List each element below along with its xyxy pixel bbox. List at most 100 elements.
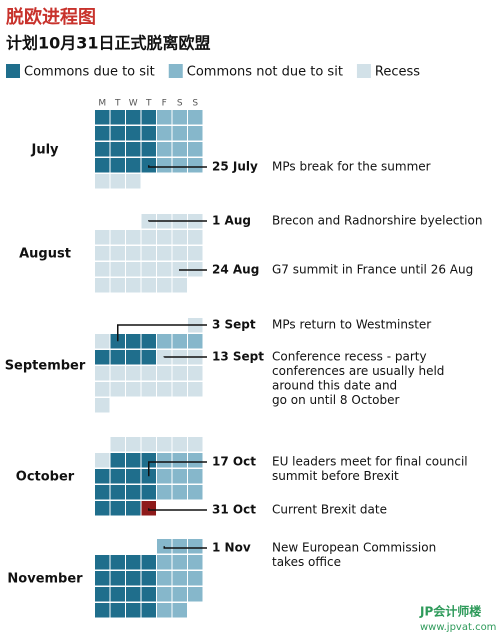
weekday-label: F bbox=[162, 99, 167, 109]
day-cell bbox=[110, 437, 125, 452]
annotation-line bbox=[148, 508, 207, 511]
day-cell bbox=[126, 334, 141, 349]
day-cell bbox=[141, 603, 156, 618]
annotation-text: MPs return to Westminster bbox=[272, 318, 431, 332]
day-cell bbox=[157, 126, 172, 141]
day-cell bbox=[157, 485, 172, 500]
day-cell bbox=[110, 587, 125, 602]
annotation-date: 13 Sept bbox=[212, 350, 264, 364]
day-cell bbox=[141, 366, 156, 381]
annotation-text: around this date and bbox=[272, 379, 397, 393]
day-cell bbox=[172, 142, 187, 157]
day-cell bbox=[188, 366, 203, 381]
day-cell bbox=[141, 453, 156, 468]
day-cell bbox=[126, 230, 141, 245]
day-cell bbox=[126, 437, 141, 452]
annotation-text: Brecon and Radnorshire byelection bbox=[272, 214, 482, 228]
day-cell bbox=[188, 334, 203, 349]
annotation-line bbox=[148, 165, 207, 168]
day-cell bbox=[95, 110, 110, 125]
day-cell bbox=[188, 142, 203, 157]
day-cell bbox=[95, 587, 110, 602]
day-cell bbox=[141, 485, 156, 500]
day-cell bbox=[157, 603, 172, 618]
day-cell bbox=[95, 278, 110, 293]
day-cell bbox=[157, 230, 172, 245]
day-cell bbox=[188, 555, 203, 570]
day-cell bbox=[172, 246, 187, 261]
day-cell bbox=[157, 334, 172, 349]
day-cell bbox=[157, 571, 172, 586]
day-cell bbox=[141, 246, 156, 261]
day-cell bbox=[157, 382, 172, 397]
day-cell bbox=[188, 126, 203, 141]
day-cell bbox=[172, 230, 187, 245]
day-cell bbox=[172, 555, 187, 570]
day-cell bbox=[110, 571, 125, 586]
day-cell bbox=[172, 334, 187, 349]
day-cell bbox=[157, 262, 172, 277]
day-cell bbox=[188, 587, 203, 602]
annotation-line bbox=[179, 269, 207, 271]
day-cell bbox=[110, 278, 125, 293]
day-cell bbox=[95, 230, 110, 245]
day-cell bbox=[126, 246, 141, 261]
day-cell bbox=[95, 485, 110, 500]
day-cell bbox=[188, 158, 203, 173]
day-cell bbox=[95, 453, 110, 468]
annotation-date: 17 Oct bbox=[212, 455, 256, 469]
day-cell bbox=[172, 382, 187, 397]
day-cell bbox=[188, 246, 203, 261]
day-cell bbox=[188, 382, 203, 397]
day-cell bbox=[126, 587, 141, 602]
day-cell bbox=[172, 485, 187, 500]
day-cell bbox=[157, 469, 172, 484]
day-cell bbox=[95, 174, 110, 189]
day-cell bbox=[172, 539, 187, 554]
day-cell bbox=[172, 366, 187, 381]
annotation-line bbox=[148, 461, 207, 477]
day-cell bbox=[141, 437, 156, 452]
day-cell bbox=[172, 278, 187, 293]
day-cell bbox=[110, 174, 125, 189]
day-cell bbox=[110, 366, 125, 381]
day-cell bbox=[141, 587, 156, 602]
day-cell bbox=[95, 571, 110, 586]
legend-swatch bbox=[168, 64, 183, 78]
day-cell bbox=[110, 501, 125, 516]
weekday-label: T bbox=[145, 99, 152, 109]
day-cell bbox=[157, 142, 172, 157]
day-cell bbox=[188, 469, 203, 484]
day-cell bbox=[141, 142, 156, 157]
annotation-text: Current Brexit date bbox=[272, 503, 387, 517]
annotation-line bbox=[163, 546, 207, 549]
day-cell bbox=[188, 110, 203, 125]
day-cell bbox=[95, 555, 110, 570]
day-cell bbox=[141, 571, 156, 586]
day-cell bbox=[141, 230, 156, 245]
day-cell bbox=[95, 398, 110, 413]
day-cell bbox=[141, 350, 156, 365]
weekday-label: M bbox=[98, 99, 106, 109]
day-cell bbox=[157, 278, 172, 293]
month-label: September bbox=[5, 359, 86, 374]
day-cell bbox=[110, 453, 125, 468]
weekday-label: T bbox=[114, 99, 121, 109]
day-cell bbox=[110, 350, 125, 365]
day-cell bbox=[157, 437, 172, 452]
day-cell bbox=[95, 603, 110, 618]
day-cell bbox=[141, 110, 156, 125]
annotation-date: 25 July bbox=[212, 160, 258, 174]
day-cell bbox=[172, 571, 187, 586]
month-label: July bbox=[30, 143, 59, 158]
day-cell bbox=[126, 453, 141, 468]
day-cell bbox=[172, 437, 187, 452]
day-cell bbox=[110, 110, 125, 125]
footer-url: www.jpvat.com bbox=[420, 622, 496, 633]
day-cell bbox=[95, 262, 110, 277]
day-cell bbox=[157, 453, 172, 468]
day-cell bbox=[172, 587, 187, 602]
day-cell bbox=[172, 469, 187, 484]
